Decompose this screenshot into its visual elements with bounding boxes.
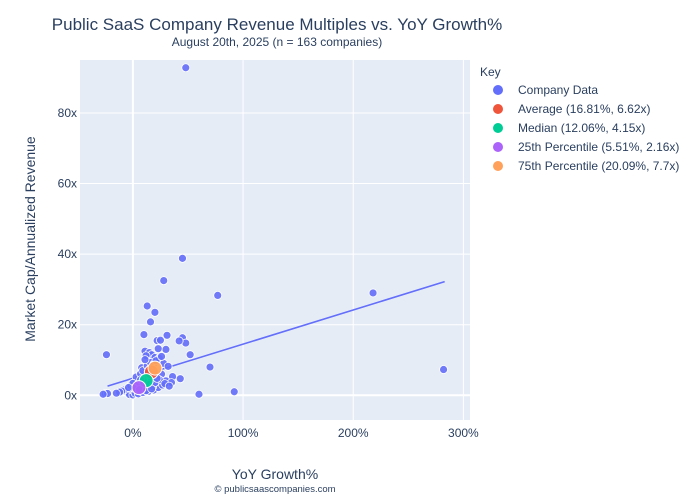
y-tick-label: 20x [58, 318, 77, 332]
chart-title: Public SaaS Company Revenue Multiples vs… [52, 15, 502, 34]
legend-marker [493, 142, 503, 152]
source-credit: © publicsaascompanies.com [214, 484, 335, 495]
y-tick-label: 0x [64, 388, 77, 402]
data-point [439, 365, 448, 374]
data-point [163, 361, 173, 371]
legend-marker [493, 104, 503, 114]
data-point [229, 387, 239, 397]
legend-marker [493, 85, 503, 95]
data-point [205, 362, 215, 372]
data-point [146, 317, 155, 327]
x-tick-label: 0% [124, 426, 142, 440]
legend-label: Company Data [518, 83, 598, 97]
data-point [368, 288, 378, 298]
data-point [124, 383, 133, 392]
x-tick-label: 100% [228, 426, 259, 440]
data-point [157, 352, 166, 361]
x-axis-ticks: 0% 100% 200% 300% [124, 426, 479, 440]
legend-title: Key [480, 65, 501, 79]
legend-marker [493, 123, 503, 133]
data-point [102, 350, 111, 360]
chart-subtitle: August 20th, 2025 (n = 163 companies) [172, 35, 382, 49]
y-axis-ticks: 0x 20x 40x 60x 80x [58, 106, 77, 402]
data-point [139, 330, 149, 339]
y-tick-label: 80x [58, 106, 77, 120]
legend-label: 25th Percentile (5.51%, 2.16x) [518, 140, 679, 154]
x-tick-label: 200% [338, 426, 369, 440]
legend-marker [493, 161, 503, 171]
x-axis-title: YoY Growth% [232, 466, 318, 482]
data-point [162, 330, 172, 340]
data-point [98, 389, 108, 399]
data-point [140, 355, 150, 365]
y-tick-label: 60x [58, 177, 77, 191]
data-point [175, 374, 185, 384]
data-point [194, 389, 204, 399]
y-tick-label: 40x [58, 247, 77, 261]
legend: Key Company Data Average (16.81%, 6.62x) M… [480, 65, 679, 173]
gridlines [80, 60, 470, 420]
data-point [156, 335, 165, 345]
stat-point-3 [131, 380, 147, 396]
data-point [111, 388, 121, 398]
summary-stat-markers [131, 360, 163, 396]
data-point [181, 63, 191, 73]
data-point [150, 307, 160, 317]
data-point [159, 276, 169, 285]
data-point [213, 291, 223, 300]
legend-label: 75th Percentile (20.09%, 7.7x) [518, 159, 679, 173]
x-tick-label: 300% [448, 426, 479, 440]
y-axis-title: Market Cap/Annualized Revenue [22, 136, 38, 342]
data-point [174, 336, 184, 346]
stat-point-4 [147, 360, 163, 376]
data-point [153, 344, 163, 354]
data-point [142, 301, 152, 311]
data-point [178, 253, 187, 263]
data-point [161, 345, 171, 354]
data-point [164, 381, 174, 391]
trendline [107, 280, 445, 387]
legend-label: Median (12.06%, 4.15x) [518, 121, 645, 135]
data-point [185, 350, 195, 360]
legend-label: Average (16.81%, 6.62x) [518, 102, 651, 116]
